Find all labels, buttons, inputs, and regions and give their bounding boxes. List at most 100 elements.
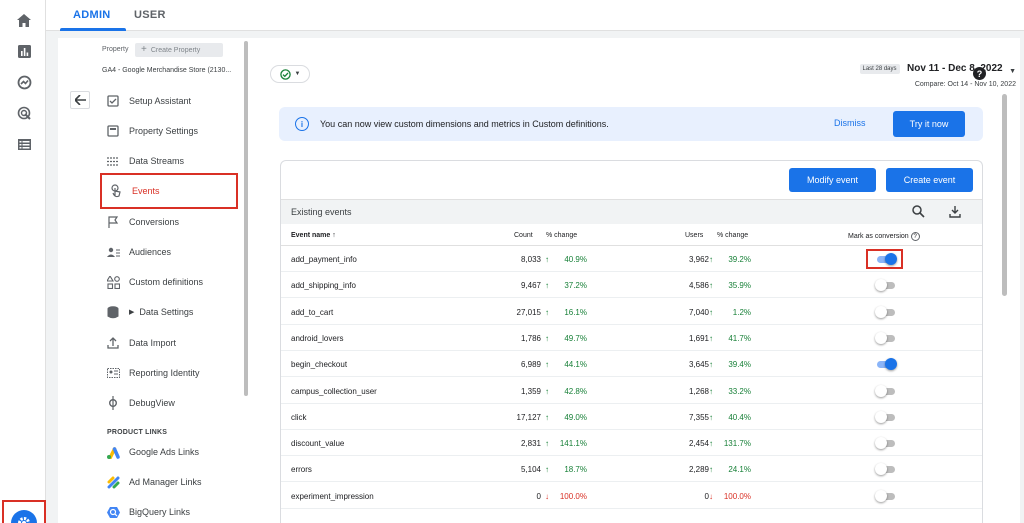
trend-up-icon: ↑ — [545, 439, 549, 449]
column-users[interactable]: Users — [685, 232, 704, 239]
search-icon[interactable] — [912, 205, 925, 223]
event-name[interactable]: add_payment_info — [291, 255, 357, 264]
conversion-toggle[interactable] — [875, 463, 897, 476]
users-change: ↑ 35.9% — [709, 281, 769, 290]
nav-bigquery-links[interactable]: BigQuery Links — [99, 500, 239, 523]
nav-data-settings[interactable]: ▶ Data Settings — [99, 300, 239, 324]
admin-settings-button[interactable] — [2, 500, 46, 523]
download-icon[interactable] — [949, 205, 961, 223]
nav-google-ads-links[interactable]: Google Ads Links — [99, 440, 239, 464]
trend-up-icon: ↑ — [709, 412, 713, 422]
nav-ad-manager-links[interactable]: Ad Manager Links — [99, 470, 239, 494]
conversion-toggle[interactable] — [875, 384, 897, 397]
table-row[interactable]: android_lovers 1,786 ↑ 49.7% 1,691 ↑ 41.7% — [281, 325, 982, 351]
dismiss-link[interactable]: Dismiss — [834, 118, 866, 128]
data-quality-button[interactable]: ▼ — [270, 65, 310, 83]
conversion-toggle[interactable] — [875, 253, 897, 265]
column-count-change[interactable]: % change — [546, 232, 578, 239]
conversion-toggle[interactable] — [875, 489, 897, 502]
active-tab-indicator — [60, 28, 126, 31]
nav-label: Events — [132, 186, 160, 196]
caret-down-icon: ▼ — [294, 71, 301, 77]
conversion-toggle[interactable] — [875, 358, 897, 371]
reports-icon[interactable] — [14, 41, 34, 61]
debug-icon — [106, 396, 120, 410]
trend-up-icon: ↑ — [545, 465, 549, 475]
event-users: 3,645 — [688, 360, 709, 370]
event-count: 6,989 — [520, 360, 541, 370]
conversion-toggle[interactable] — [875, 279, 897, 292]
nav-reporting-identity[interactable]: Reporting Identity — [99, 361, 239, 385]
flag-icon — [106, 215, 120, 229]
banner-text: You can now view custom dimensions and m… — [320, 119, 609, 129]
date-range-picker[interactable]: Last 28 days Nov 11 - Dec 8, 2022 ▼ Comp… — [816, 60, 1016, 88]
table-row[interactable]: add_to_cart 27,015 ↑ 16.1% 7,040 ↑ 1.2% — [281, 299, 982, 325]
column-users-change[interactable]: % change — [717, 232, 749, 239]
event-name[interactable]: add_to_cart — [291, 307, 334, 317]
configure-icon[interactable] — [14, 134, 34, 154]
table-row[interactable]: begin_checkout 6,989 ↑ 44.1% 3,645 ↑ 39.4% — [281, 351, 982, 378]
nav-audiences[interactable]: Audiences — [99, 240, 239, 264]
table-row[interactable]: campus_collection_user 1,359 ↑ 42.8% 1,268 ↑ 3… — [281, 378, 982, 404]
advertising-icon[interactable] — [14, 103, 34, 123]
tab-user[interactable]: USER — [134, 9, 166, 21]
database-icon — [106, 305, 120, 319]
toggle-knob — [875, 437, 887, 450]
event-name[interactable]: campus_collection_user — [291, 386, 377, 396]
content-scrollbar[interactable] — [1002, 94, 1007, 296]
event-users: 0 — [704, 491, 709, 501]
nav-setup-assistant[interactable]: Setup Assistant — [99, 89, 239, 113]
try-it-now-button[interactable]: Try it now — [893, 111, 965, 137]
info-banner: i You can now view custom dimensions and… — [279, 107, 983, 141]
nav-custom-definitions[interactable]: Custom definitions — [99, 270, 239, 294]
nav-data-streams[interactable]: Data Streams — [99, 149, 239, 173]
table-row[interactable]: click 17,127 ↑ 49.0% 7,355 ↑ 40.4% — [281, 404, 982, 430]
create-event-button[interactable]: Create event — [886, 168, 973, 192]
users-change: ↑ 40.4% — [709, 413, 769, 422]
users-change: ↑ 41.7% — [709, 334, 769, 343]
conversion-toggle[interactable] — [875, 410, 897, 423]
back-button[interactable] — [70, 91, 90, 109]
event-name[interactable]: errors — [291, 465, 312, 475]
nav-label: Audiences — [129, 247, 172, 257]
audiences-icon — [106, 245, 120, 259]
tab-admin[interactable]: ADMIN — [73, 9, 111, 21]
nav-conversions[interactable]: Conversions — [99, 210, 239, 234]
event-name[interactable]: experiment_impression — [291, 491, 374, 501]
nav-label: Reporting Identity — [129, 368, 200, 378]
column-count[interactable]: Count — [514, 232, 533, 239]
nav-property-settings[interactable]: Property Settings — [99, 119, 239, 143]
column-event-name[interactable]: Event name ↑ — [291, 232, 336, 239]
table-row[interactable]: errors 5,104 ↑ 18.7% 2,289 ↑ 24.1% — [281, 456, 982, 483]
users-change: ↑ 39.2% — [709, 255, 769, 264]
nav-debugview[interactable]: DebugView — [99, 391, 239, 415]
property-selector[interactable]: GA4 - Google Merchandise Store (2130... — [102, 67, 232, 74]
plus-icon: + — [141, 44, 147, 55]
conversion-toggle[interactable] — [875, 437, 897, 450]
event-name[interactable]: android_lovers — [291, 333, 344, 343]
table-row[interactable]: discount_value 2,831 ↑ 141.1% 2,454 ↑ 131.7% — [281, 430, 982, 457]
nav-data-import[interactable]: Data Import — [99, 331, 239, 355]
conversion-toggle[interactable] — [875, 305, 897, 318]
modify-event-button[interactable]: Modify event — [789, 168, 876, 192]
nav-events[interactable]: Events — [100, 173, 238, 209]
nav-scrollbar[interactable] — [244, 41, 248, 396]
table-row[interactable]: add_payment_info 8,033 ↑ 40.9% 3,962 ↑ 39.2% — [281, 246, 982, 272]
home-icon[interactable] — [14, 10, 34, 30]
event-name[interactable]: discount_value — [291, 439, 345, 449]
conversion-toggle[interactable] — [875, 331, 897, 344]
count-change: ↑ 49.7% — [545, 334, 587, 343]
event-name[interactable]: click — [291, 412, 307, 422]
nav-label: Data Settings — [139, 307, 194, 317]
users-change-value: 35.9% — [728, 281, 751, 291]
nav-label: Setup Assistant — [129, 96, 192, 106]
toggle-knob — [875, 331, 887, 344]
table-row[interactable]: add_shipping_info 9,467 ↑ 37.2% 4,586 ↑ 35.9% — [281, 272, 982, 299]
table-row[interactable]: experiment_impression 0 ↓ 100.0% 0 ↓ 100.0% — [281, 483, 982, 509]
explore-icon[interactable] — [14, 72, 34, 92]
event-name[interactable]: begin_checkout — [291, 360, 348, 370]
create-property-button[interactable]: + Create Property — [135, 43, 223, 57]
event-name[interactable]: add_shipping_info — [291, 281, 356, 291]
help-icon[interactable]: ? — [973, 67, 986, 80]
column-mark-conversion[interactable]: Mark as conversion ? — [848, 232, 920, 241]
